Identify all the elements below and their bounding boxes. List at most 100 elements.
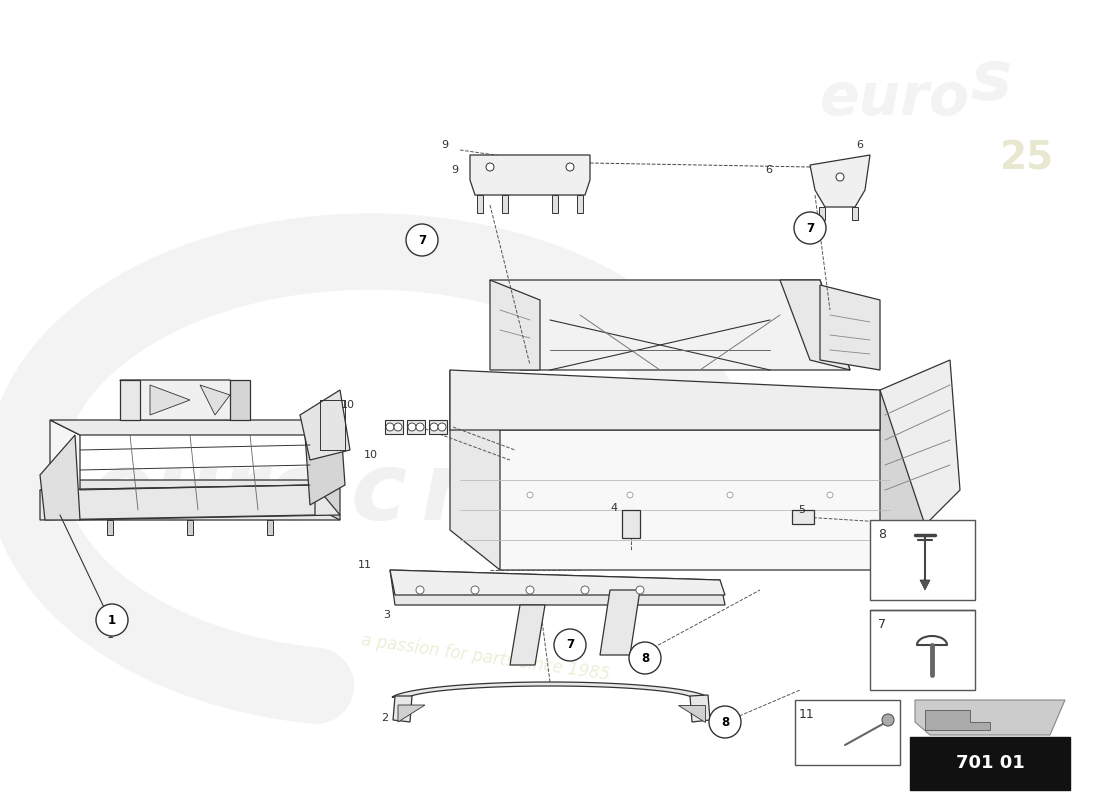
Polygon shape — [300, 390, 350, 460]
Polygon shape — [678, 705, 705, 722]
Polygon shape — [40, 485, 315, 520]
Polygon shape — [552, 195, 558, 213]
Polygon shape — [820, 207, 825, 220]
Circle shape — [836, 173, 844, 181]
Circle shape — [554, 629, 586, 661]
Text: 7: 7 — [878, 618, 886, 631]
Polygon shape — [50, 420, 340, 435]
Text: 6: 6 — [766, 165, 772, 175]
Text: 8: 8 — [720, 715, 729, 729]
Polygon shape — [810, 155, 870, 207]
Circle shape — [430, 423, 438, 431]
Text: s: s — [970, 47, 1011, 114]
Polygon shape — [910, 737, 1070, 790]
Text: 3: 3 — [383, 610, 390, 620]
Text: 2: 2 — [382, 713, 388, 723]
Text: 1: 1 — [107, 630, 113, 640]
Polygon shape — [795, 700, 900, 765]
Polygon shape — [267, 520, 273, 535]
Text: a passion for parts since 1985: a passion for parts since 1985 — [360, 631, 612, 684]
Circle shape — [526, 586, 534, 594]
Polygon shape — [490, 280, 540, 370]
Polygon shape — [40, 435, 80, 520]
Text: c: c — [350, 448, 406, 540]
Circle shape — [408, 423, 416, 431]
Polygon shape — [600, 590, 640, 655]
Circle shape — [416, 423, 424, 431]
Polygon shape — [477, 195, 483, 213]
Text: 9: 9 — [441, 140, 449, 150]
Text: 1: 1 — [108, 614, 117, 626]
Text: 8: 8 — [878, 529, 886, 542]
Polygon shape — [450, 370, 500, 570]
Circle shape — [438, 423, 446, 431]
Polygon shape — [450, 370, 880, 430]
Text: 7: 7 — [565, 638, 574, 651]
Circle shape — [627, 492, 632, 498]
Text: 4: 4 — [610, 503, 618, 513]
Text: 10: 10 — [364, 450, 378, 460]
Circle shape — [710, 706, 741, 738]
Text: euro: euro — [820, 70, 970, 127]
Circle shape — [827, 492, 833, 498]
Text: 6: 6 — [857, 140, 864, 150]
Polygon shape — [450, 430, 930, 570]
Text: 701 01: 701 01 — [956, 754, 1024, 773]
Text: 9: 9 — [451, 165, 459, 175]
Polygon shape — [150, 385, 190, 415]
Circle shape — [471, 586, 478, 594]
Polygon shape — [390, 570, 725, 605]
Circle shape — [636, 586, 644, 594]
Circle shape — [581, 586, 589, 594]
Text: euro: euro — [90, 448, 333, 540]
Polygon shape — [187, 520, 192, 535]
Polygon shape — [393, 696, 412, 722]
Polygon shape — [792, 510, 814, 524]
Polygon shape — [870, 610, 975, 690]
Polygon shape — [621, 510, 640, 538]
Text: 7: 7 — [806, 222, 814, 234]
Polygon shape — [920, 580, 929, 590]
Circle shape — [566, 163, 574, 171]
Text: 11: 11 — [799, 709, 815, 722]
Circle shape — [486, 163, 494, 171]
Circle shape — [629, 642, 661, 674]
Polygon shape — [50, 480, 340, 520]
Text: 5: 5 — [798, 505, 805, 515]
Circle shape — [882, 714, 894, 726]
Polygon shape — [880, 390, 929, 570]
Polygon shape — [392, 682, 708, 698]
Polygon shape — [578, 195, 583, 213]
Circle shape — [794, 212, 826, 244]
Polygon shape — [870, 520, 975, 600]
Polygon shape — [852, 207, 858, 220]
Polygon shape — [310, 435, 340, 520]
Polygon shape — [230, 380, 250, 420]
Polygon shape — [385, 420, 403, 434]
Circle shape — [727, 492, 733, 498]
Circle shape — [96, 604, 128, 636]
Circle shape — [406, 224, 438, 256]
Polygon shape — [120, 380, 250, 420]
Text: 25: 25 — [1000, 140, 1054, 178]
Polygon shape — [470, 155, 590, 195]
Polygon shape — [407, 420, 425, 434]
Circle shape — [394, 423, 402, 431]
Polygon shape — [780, 280, 850, 370]
Polygon shape — [429, 420, 447, 434]
Text: 8: 8 — [641, 651, 649, 665]
Text: 10: 10 — [341, 400, 355, 410]
Polygon shape — [690, 695, 710, 722]
Text: 11: 11 — [358, 560, 372, 570]
Polygon shape — [200, 385, 230, 415]
Text: 7: 7 — [418, 234, 426, 246]
Circle shape — [416, 586, 424, 594]
Polygon shape — [490, 280, 850, 370]
Text: rs: rs — [420, 448, 522, 540]
Polygon shape — [502, 195, 508, 213]
Polygon shape — [305, 415, 345, 505]
Polygon shape — [510, 605, 544, 665]
Polygon shape — [398, 705, 425, 722]
Polygon shape — [120, 380, 140, 420]
Polygon shape — [915, 700, 1065, 735]
